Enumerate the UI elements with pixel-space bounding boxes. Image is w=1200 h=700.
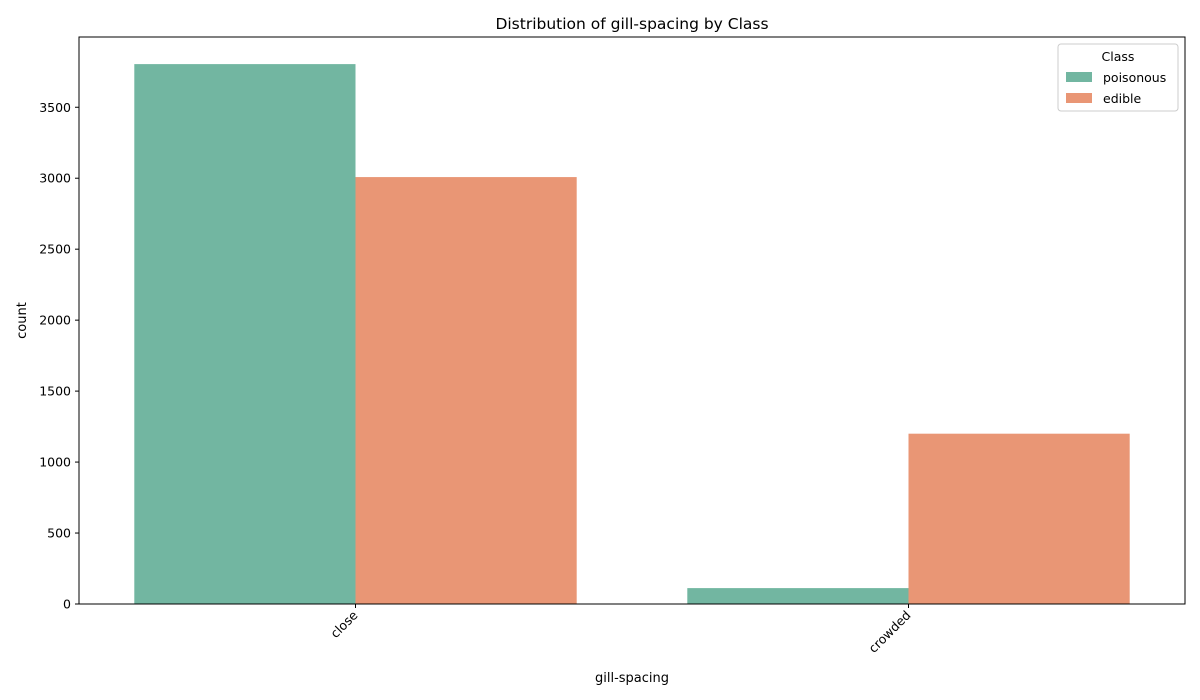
legend-label-poisonous: poisonous: [1103, 70, 1166, 85]
x-tick-label: close: [327, 607, 361, 641]
y-tick-label: 500: [47, 526, 71, 541]
bar-poisonous-crowded: [687, 588, 909, 604]
legend-swatch-poisonous: [1066, 72, 1092, 82]
y-tick-label: 3500: [39, 100, 71, 115]
x-axis: close crowded: [327, 604, 914, 656]
x-tick-label: crowded: [865, 608, 913, 656]
y-tick-label: 0: [63, 597, 71, 612]
y-tick-label: 1500: [39, 384, 71, 399]
legend: Class poisonous edible: [1057, 43, 1179, 112]
y-tick-label: 1000: [39, 455, 71, 470]
bar-edible-close: [355, 177, 577, 605]
y-axis: 0 500 1000 1500 2000 2500 3000 3500: [39, 100, 79, 612]
bar-poisonous-close: [134, 64, 356, 604]
y-axis-label: count: [15, 302, 30, 339]
chart-title: Distribution of gill-spacing by Class: [495, 15, 768, 33]
y-tick-label: 3000: [39, 171, 71, 186]
bar-edible-crowded: [908, 433, 1130, 604]
y-tick-label: 2000: [39, 313, 71, 328]
legend-swatch-edible: [1066, 93, 1092, 103]
legend-label-edible: edible: [1103, 91, 1142, 106]
plot-area: [134, 64, 1130, 605]
x-axis-label: gill-spacing: [595, 671, 669, 686]
y-tick-label: 2500: [39, 242, 71, 257]
legend-title: Class: [1102, 49, 1135, 64]
